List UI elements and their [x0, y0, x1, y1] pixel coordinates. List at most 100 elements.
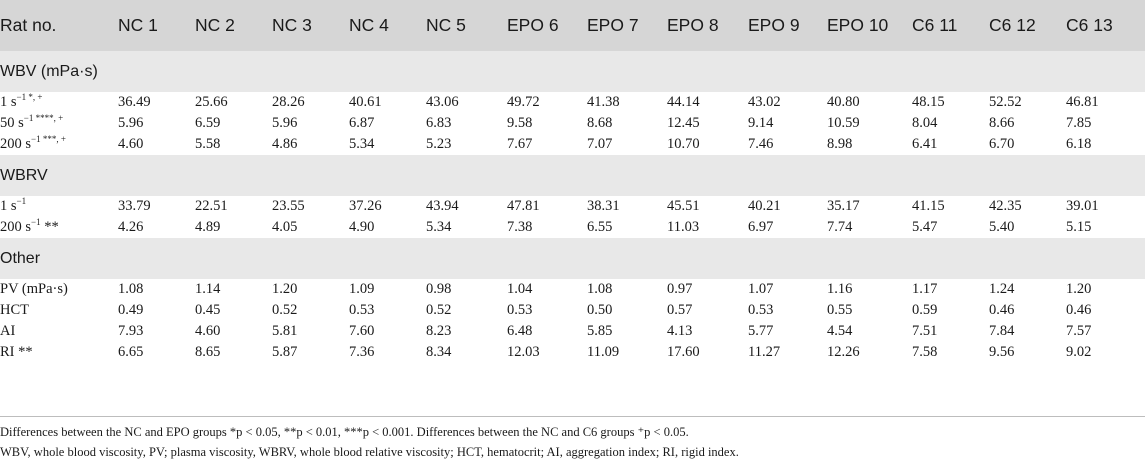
data-table: Rat no. NC 1 NC 2 NC 3 NC 4 NC 5 EPO 6 EPO 7 EPO…	[0, 0, 1145, 363]
table-row: RI ** 6.65 8.65 5.87 7.36 8.34 12.03 11.09 17.60…	[0, 342, 1145, 363]
table-cell: 39.01	[1066, 198, 1099, 214]
table-cell: 0.52	[272, 302, 298, 318]
table-cell: 25.66	[195, 94, 228, 110]
table-cell: 7.57	[1066, 323, 1092, 339]
table-row: 1 s−1 33.79 22.51 23.55 37.26 43.94 47.81 38.31…	[0, 196, 1145, 217]
row-label-superscript: −1	[16, 196, 27, 207]
header-row: Rat no. NC 1 NC 2 NC 3 NC 4 NC 5 EPO 6 EPO 7 EPO…	[0, 0, 1145, 51]
table-cell: 7.67	[507, 136, 533, 152]
table-cell: 7.60	[349, 323, 375, 339]
table-cell: 5.87	[272, 344, 298, 360]
row-label: RI **	[0, 342, 118, 363]
table-cell: 0.53	[507, 302, 533, 318]
table-cell: 6.41	[912, 136, 938, 152]
table-cell: 7.51	[912, 323, 938, 339]
table-cell: 41.38	[587, 94, 620, 110]
table-cell: 49.72	[507, 94, 540, 110]
table-row: 200 s−1 ***, +4.60 5.58 4.86 5.34 5.23 7.67 7.…	[0, 134, 1145, 155]
row-label-suffix: **	[40, 219, 59, 235]
table-cell: 7.58	[912, 344, 938, 360]
table-cell: 5.81	[272, 323, 298, 339]
table-cell: 37.26	[349, 198, 382, 214]
table-cell: 46.81	[1066, 94, 1099, 110]
table-cell: 7.93	[118, 323, 144, 339]
column-header: EPO 10	[827, 0, 912, 51]
table-cell: 40.80	[827, 94, 860, 110]
table-cell: 1.24	[989, 281, 1015, 297]
table-cell: 0.45	[195, 302, 221, 318]
table-cell: 28.26	[272, 94, 305, 110]
table-cell: 0.57	[667, 302, 693, 318]
table-cell: 5.47	[912, 219, 938, 235]
row-label-text: PV (mPa·s)	[0, 281, 68, 297]
table-cell: 4.13	[667, 323, 693, 339]
row-label: 1 s−1 *, +	[0, 92, 118, 113]
table-cell: 1.09	[349, 281, 375, 297]
table-cell: 0.52	[426, 302, 452, 318]
table-cell: 7.85	[1066, 115, 1092, 131]
column-header: NC 4	[349, 0, 426, 51]
table-cell: 7.07	[587, 136, 613, 152]
table-cell: 8.23	[426, 323, 452, 339]
table-cell: 8.66	[989, 115, 1015, 131]
table-cell: 5.34	[426, 219, 452, 235]
table-cell: 8.98	[827, 136, 853, 152]
table-cell: 43.02	[748, 94, 781, 110]
table-row: PV (mPa·s) 1.08 1.14 1.20 1.09 0.98 1.04 1.08 0.…	[0, 279, 1145, 300]
section-row: WBRV	[0, 155, 1145, 196]
table-cell: 33.79	[118, 198, 151, 214]
table-cell: 6.83	[426, 115, 452, 131]
table-cell: 11.09	[587, 344, 620, 360]
row-label: 50 s−1 ****, +	[0, 113, 118, 134]
table-cell: 4.60	[195, 323, 221, 339]
table-cell: 40.61	[349, 94, 382, 110]
table-cell: 7.38	[507, 219, 533, 235]
table-cell: 0.53	[748, 302, 774, 318]
table-cell: 5.77	[748, 323, 774, 339]
section-row: Other	[0, 238, 1145, 279]
row-label-superscript: −1 *, +	[16, 92, 43, 103]
footnote-abbreviations: WBV, whole blood viscosity, PV; plasma v…	[0, 445, 739, 459]
row-label-superscript: −1 ****, +	[23, 113, 64, 124]
column-header: EPO 6	[507, 0, 587, 51]
table-cell: 4.90	[349, 219, 375, 235]
row-label: 200 s−1 **	[0, 217, 118, 238]
table-cell: 5.23	[426, 136, 452, 152]
row-label: PV (mPa·s)	[0, 279, 118, 300]
table-cell: 6.87	[349, 115, 375, 131]
table-cell: 0.98	[426, 281, 452, 297]
row-label-text: 200 s	[0, 219, 32, 235]
table-cell: 36.49	[118, 94, 151, 110]
table-cell: 12.03	[507, 344, 540, 360]
column-header: NC 2	[195, 0, 272, 51]
table-cell: 0.49	[118, 302, 144, 318]
table-cell: 0.46	[989, 302, 1015, 318]
table-cell: 1.16	[827, 281, 853, 297]
table-cell: 0.46	[1066, 302, 1092, 318]
table-cell: 35.17	[827, 198, 860, 214]
row-label-text: RI **	[0, 344, 33, 360]
row-label-superscript: −1 ***, +	[31, 134, 66, 145]
table-cell: 38.31	[587, 198, 620, 214]
row-label: AI	[0, 321, 118, 342]
table-cell: 5.96	[118, 115, 144, 131]
table-cell: 8.68	[587, 115, 613, 131]
table-cell: 48.15	[912, 94, 945, 110]
table-cell: 7.36	[349, 344, 375, 360]
column-header: C6 13	[1066, 0, 1145, 51]
table-cell: 7.74	[827, 219, 853, 235]
table-cell: 4.60	[118, 136, 144, 152]
table-cell: 52.52	[989, 94, 1022, 110]
table-cell: 1.04	[507, 281, 533, 297]
section-row: WBV (mPa·s)	[0, 51, 1145, 92]
footnotes: Differences between the NC and EPO group…	[0, 422, 1145, 462]
table-cell: 0.55	[827, 302, 853, 318]
table-cell: 40.21	[748, 198, 781, 214]
table-cell: 10.70	[667, 136, 700, 152]
table-cell: 7.84	[989, 323, 1015, 339]
column-header: C6 11	[912, 0, 989, 51]
footnote-divider	[0, 416, 1145, 417]
section-title: Other	[0, 238, 1145, 279]
table-cell: 47.81	[507, 198, 540, 214]
column-header: NC 1	[118, 0, 195, 51]
